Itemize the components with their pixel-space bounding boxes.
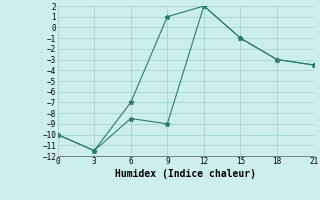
X-axis label: Humidex (Indice chaleur): Humidex (Indice chaleur)	[115, 169, 256, 179]
